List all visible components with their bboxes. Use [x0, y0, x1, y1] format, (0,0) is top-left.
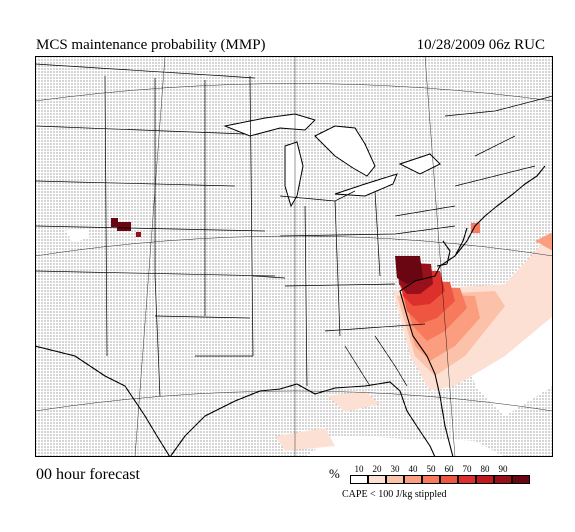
- coastline: [35, 165, 546, 457]
- legend-label: 60: [444, 464, 454, 474]
- legend-label: 90: [498, 464, 508, 474]
- unstippled-area-pacific: [305, 436, 505, 457]
- mmp-shading-gulf-2: [275, 428, 335, 451]
- mmp-shading-delaware: [471, 223, 480, 233]
- mmp-shading-offshore: [535, 232, 553, 251]
- legend-swatch: [440, 475, 458, 484]
- map-title: MCS maintenance probability (MMP): [36, 37, 266, 53]
- forecast-hour: 00 hour forecast: [36, 466, 140, 483]
- lat-lon-grid: [35, 56, 553, 457]
- stipple-note: CAPE < 100 J/kg stippled: [342, 489, 447, 500]
- legend-unit: %: [329, 466, 340, 481]
- great-lakes: [223, 113, 441, 208]
- state-boundaries: [35, 63, 553, 397]
- legend-label: 20: [372, 464, 382, 474]
- unstippled-area-west: [65, 228, 90, 242]
- legend-label: 80: [480, 464, 490, 474]
- mmp-shading-east: [393, 236, 553, 391]
- legend-swatch: [476, 475, 494, 484]
- legend-label: 50: [426, 464, 436, 474]
- legend-swatch: [350, 475, 368, 484]
- map-frame: [35, 56, 553, 457]
- legend-swatch: [386, 475, 404, 484]
- legend-label: 30: [390, 464, 400, 474]
- legend-swatch: [404, 475, 422, 484]
- mmp-shading-plains: [111, 218, 141, 237]
- mmp-map: [35, 56, 553, 457]
- legend-swatch: [422, 475, 440, 484]
- legend-swatch: [512, 475, 530, 484]
- legend-label: 40: [408, 464, 418, 474]
- legend-label: 10: [354, 464, 364, 474]
- valid-time: 10/28/2009 06z RUC: [416, 37, 545, 53]
- legend-swatch: [458, 475, 476, 484]
- legend-label: 70: [462, 464, 472, 474]
- probability-legend: 10 20 30 40 50 60 70 80 90: [348, 464, 530, 486]
- legend-swatch: [494, 475, 512, 484]
- mmp-shading-gulf: [327, 391, 380, 412]
- legend-swatch: [368, 475, 386, 484]
